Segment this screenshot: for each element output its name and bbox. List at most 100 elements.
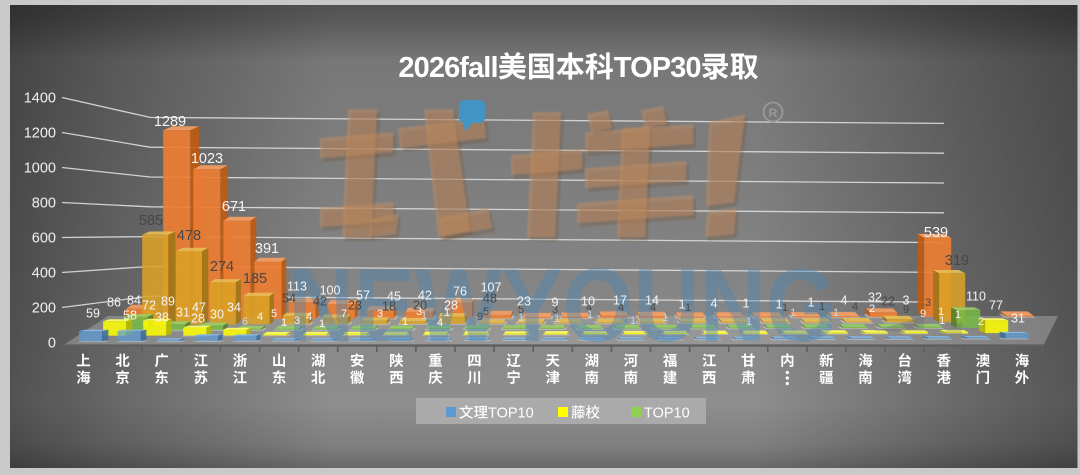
svg-text:84: 84 [127,294,141,308]
svg-text:1289: 1289 [154,114,186,130]
svg-text:4: 4 [618,302,624,314]
svg-text:2: 2 [978,316,984,328]
svg-text:2: 2 [869,303,875,315]
svg-text:54: 54 [282,292,296,306]
svg-text:600: 600 [32,231,56,247]
svg-text:1: 1 [281,317,287,329]
svg-text:1400: 1400 [24,91,56,107]
svg-text:671: 671 [222,199,246,215]
svg-text:1: 1 [444,307,450,319]
svg-text:3: 3 [416,306,422,318]
svg-text:47: 47 [192,301,206,315]
svg-text:5: 5 [483,306,489,318]
svg-text:539: 539 [924,225,948,241]
svg-text:1: 1 [808,296,815,310]
svg-text:1: 1 [679,298,686,312]
svg-text:110: 110 [966,290,986,304]
svg-text:478: 478 [177,228,201,244]
svg-text:1: 1 [790,307,796,319]
svg-text:18: 18 [382,300,396,314]
svg-text:1: 1 [685,302,691,314]
svg-text:28: 28 [444,299,458,313]
svg-text:5: 5 [271,308,277,320]
svg-text:3: 3 [552,304,558,316]
svg-text:45: 45 [387,290,401,304]
svg-text:4: 4 [257,311,263,323]
svg-text:10: 10 [581,295,595,309]
svg-text:76: 76 [453,285,467,299]
svg-text:77: 77 [989,299,1003,313]
svg-text:NEWYOUNG: NEWYOUNG [288,247,837,364]
svg-text:48: 48 [483,292,497,306]
svg-text:59: 59 [86,307,100,321]
svg-text:800: 800 [32,196,56,212]
svg-text:7: 7 [341,308,347,320]
svg-text:4: 4 [306,311,312,323]
svg-text:200: 200 [32,301,56,317]
svg-text:100: 100 [320,284,341,298]
svg-text:1: 1 [776,298,783,312]
svg-text:1: 1 [743,297,750,311]
svg-text:274: 274 [210,259,234,275]
svg-text:R: R [769,106,778,120]
svg-text:1: 1 [319,318,325,330]
svg-text:1: 1 [421,310,427,322]
svg-text:1000: 1000 [24,161,56,177]
svg-text:4: 4 [841,294,848,308]
svg-text:1: 1 [518,312,524,324]
svg-text:3: 3 [377,308,383,320]
svg-text:57: 57 [356,289,370,303]
svg-text:5: 5 [518,304,524,316]
svg-text:4: 4 [711,297,718,311]
svg-text:400: 400 [32,266,56,282]
svg-text:9: 9 [920,308,926,320]
svg-text:3: 3 [925,297,931,309]
svg-text:42: 42 [418,289,432,303]
svg-text:2026fall: 2026fall [398,52,497,84]
svg-text:23: 23 [517,295,531,309]
svg-text:185: 185 [243,271,267,287]
svg-text:TOP10: TOP10 [644,406,690,422]
svg-text:6: 6 [242,316,248,328]
svg-text:86: 86 [107,296,121,310]
svg-text:1: 1 [938,306,944,318]
svg-text:14: 14 [645,294,659,308]
svg-text:28: 28 [191,312,205,326]
svg-text:1: 1 [662,312,668,324]
svg-text:1023: 1023 [191,151,223,167]
svg-text:1: 1 [630,315,636,327]
svg-text:38: 38 [155,311,169,325]
svg-text:34: 34 [227,301,241,315]
svg-text:58: 58 [123,309,137,323]
svg-text:22: 22 [881,295,895,309]
svg-text:1: 1 [402,316,408,328]
svg-text:TOP10: TOP10 [488,406,534,422]
svg-text:4: 4 [852,301,858,313]
svg-text:1200: 1200 [24,126,56,142]
svg-text:3: 3 [903,294,910,308]
svg-text:1: 1 [955,309,961,321]
svg-text:1: 1 [746,316,752,328]
svg-text:1: 1 [939,315,945,327]
svg-text:3: 3 [294,315,300,327]
svg-text:1: 1 [833,307,839,319]
svg-text:23: 23 [348,299,362,313]
svg-text:89: 89 [161,295,175,309]
svg-text:31: 31 [1011,312,1025,326]
svg-text:1: 1 [587,309,593,321]
svg-text:31: 31 [176,306,190,320]
svg-text:TOP30: TOP30 [614,52,701,84]
svg-text:72: 72 [142,299,156,313]
svg-text:1: 1 [819,301,825,313]
svg-text:9: 9 [903,304,909,316]
svg-text:0: 0 [48,336,56,352]
svg-text:585: 585 [139,213,163,229]
svg-text:319: 319 [945,253,969,269]
svg-text:107: 107 [481,281,502,295]
svg-text:113: 113 [287,280,307,294]
svg-text:42: 42 [313,295,327,309]
svg-text:9: 9 [552,296,559,310]
svg-text:17: 17 [613,294,627,308]
svg-text:1: 1 [554,313,560,325]
svg-text:9: 9 [477,311,483,323]
